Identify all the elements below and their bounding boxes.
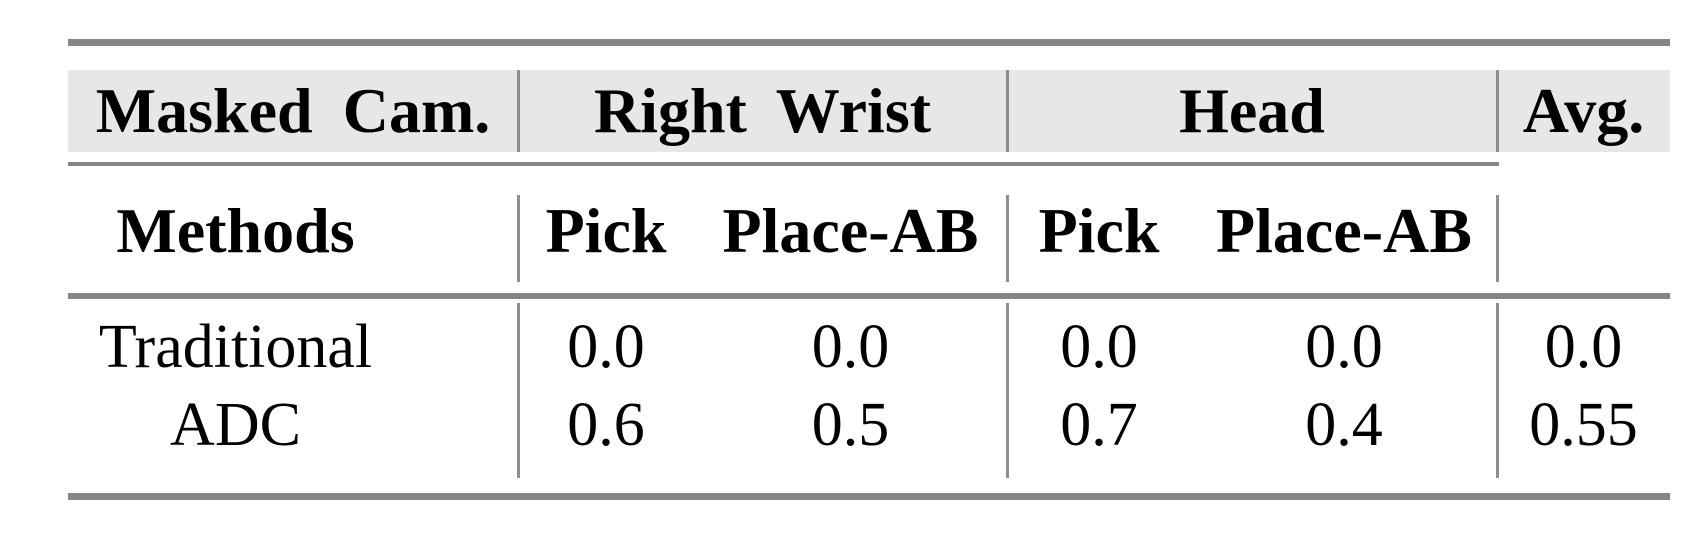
band-separator-1 — [517, 70, 520, 152]
subheader-rw-place-ab: Place-AB — [722, 194, 979, 266]
row-traditional-rw-pick: 0.0 — [567, 312, 645, 381]
row-traditional-head-place-ab: 0.0 — [1305, 312, 1383, 381]
header-avg: Avg. — [1522, 75, 1645, 146]
row-adc-method: ADC — [170, 390, 301, 459]
row-adc-rw-pick: 0.6 — [567, 390, 645, 459]
header-head: Head — [1179, 75, 1325, 146]
row-traditional-rw-place-ab: 0.0 — [811, 312, 890, 381]
band-separator-3 — [1496, 70, 1499, 152]
table-top-rule — [68, 39, 1670, 46]
row-adc-rw-place-ab: 0.5 — [811, 390, 890, 459]
table-bottom-rule — [68, 493, 1670, 500]
row-traditional-head-pick: 0.0 — [1060, 312, 1138, 381]
header-band: Masked Cam. Right Wrist Head Avg. — [68, 70, 1670, 152]
row-traditional-avg: 0.0 — [1544, 312, 1623, 381]
row-traditional-method: Traditional — [98, 312, 373, 381]
subheader-methods: Methods — [116, 194, 355, 266]
body-separator-1 — [517, 303, 520, 478]
subheader-head-place-ab: Place-AB — [1216, 194, 1472, 266]
subheader-row: Methods Pick Place-AB Pick Place-AB — [68, 168, 1670, 293]
row-adc-head-place-ab: 0.4 — [1305, 390, 1383, 459]
subheader-rw-pick: Pick — [545, 194, 667, 266]
body-separator-2 — [1006, 303, 1009, 478]
header-masked-cam: Masked Cam. — [95, 75, 491, 146]
subheader-separator-2 — [1006, 195, 1009, 282]
band-separator-2 — [1006, 70, 1009, 152]
subheader-avg-empty — [1497, 168, 1670, 293]
subheader-separator-1 — [517, 195, 520, 282]
subheader-head-pick: Pick — [1038, 194, 1160, 266]
row-adc-avg: 0.55 — [1529, 390, 1638, 459]
row-adc-head-pick: 0.7 — [1060, 390, 1138, 459]
subheader-separator-3 — [1496, 195, 1499, 282]
header-right-wrist: Right Wrist — [593, 75, 932, 146]
body-separator-3 — [1496, 303, 1499, 478]
header-body-divider-rule — [68, 293, 1670, 299]
header-mid-rule — [68, 162, 1499, 166]
table-body: Traditional 0.0 0.0 0.0 0.0 0.0 ADC 0.6 … — [68, 308, 1670, 464]
